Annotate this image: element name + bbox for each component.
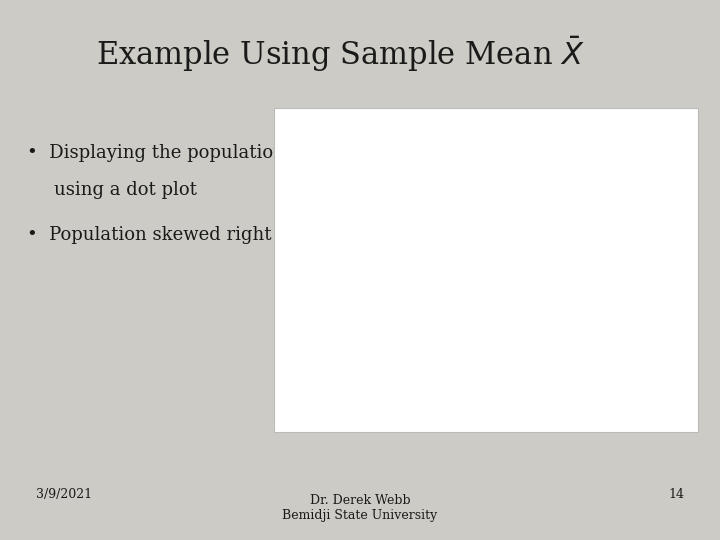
Text: •  Population skewed right: • Population skewed right bbox=[27, 226, 271, 244]
Text: Dr. Derek Webb
Bemidji State University: Dr. Derek Webb Bemidji State University bbox=[282, 495, 438, 522]
Text: 3/9/2021: 3/9/2021 bbox=[36, 488, 92, 501]
X-axis label: Age: Age bbox=[485, 385, 509, 398]
Text: 14: 14 bbox=[668, 488, 684, 501]
Text: •  Displaying the population: • Displaying the population bbox=[27, 144, 285, 162]
Text: Example Using Sample Mean $\bar{X}$: Example Using Sample Mean $\bar{X}$ bbox=[96, 35, 585, 73]
Text: using a dot plot: using a dot plot bbox=[53, 181, 197, 199]
